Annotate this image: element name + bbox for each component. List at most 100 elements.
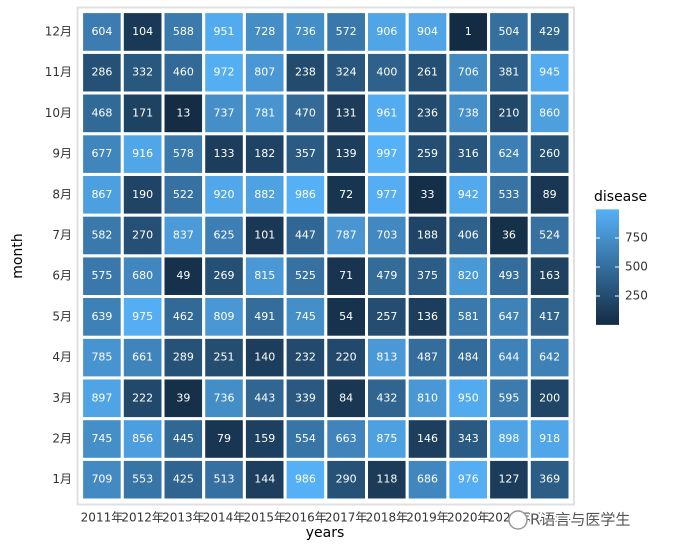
tile <box>405 376 450 421</box>
value-label: 144 <box>254 473 275 486</box>
tile <box>527 91 572 136</box>
value-label: 104 <box>132 25 153 38</box>
tile <box>202 213 246 258</box>
value-label: 781 <box>254 106 275 119</box>
value-label: 906 <box>376 25 397 38</box>
value-label: 289 <box>173 351 194 364</box>
value-label: 79 <box>217 432 231 445</box>
value-label: 487 <box>417 351 438 364</box>
watermark-icon <box>508 510 528 530</box>
value-label: 257 <box>376 310 397 323</box>
value-label: 986 <box>295 473 316 486</box>
value-label: 84 <box>339 391 353 404</box>
value-label: 443 <box>254 391 275 404</box>
value-label: 813 <box>376 351 397 364</box>
y-tick-label: 4月 <box>52 350 72 364</box>
tile <box>365 132 409 176</box>
tile <box>120 213 165 258</box>
value-label: 875 <box>376 432 397 445</box>
value-label: 182 <box>254 147 275 160</box>
value-label: 369 <box>539 473 560 486</box>
legend-tick-label: 250 <box>625 289 648 303</box>
value-label: 738 <box>458 106 479 119</box>
y-tick-label: 5月 <box>52 309 72 323</box>
value-label: 581 <box>458 310 479 323</box>
tile <box>283 10 328 54</box>
value-label: 809 <box>214 310 235 323</box>
value-label: 238 <box>295 66 316 79</box>
value-label: 324 <box>336 66 357 79</box>
value-label: 159 <box>254 432 275 445</box>
tile <box>283 132 328 176</box>
tile <box>487 295 531 339</box>
tile <box>120 417 165 461</box>
value-label: 642 <box>539 351 560 364</box>
tile <box>487 457 531 502</box>
tile <box>202 417 246 461</box>
tile <box>527 254 572 299</box>
value-label: 524 <box>539 228 560 241</box>
value-label: 736 <box>295 25 316 38</box>
value-label: 975 <box>132 310 153 323</box>
value-label: 491 <box>254 310 275 323</box>
value-label: 210 <box>498 106 519 119</box>
tile <box>242 213 287 258</box>
value-label: 445 <box>173 432 194 445</box>
tile <box>365 91 409 136</box>
value-label: 904 <box>417 25 438 38</box>
value-label: 468 <box>91 106 112 119</box>
value-label: 33 <box>421 188 435 201</box>
x-tick-label: 2016年 <box>284 511 327 525</box>
y-tick-label: 8月 <box>52 187 72 201</box>
watermark-text: R语言与医学生 <box>530 511 630 529</box>
y-tick-label: 9月 <box>52 147 72 161</box>
value-label: 232 <box>295 351 316 364</box>
tile <box>283 91 328 136</box>
value-label: 942 <box>458 188 479 201</box>
value-label: 680 <box>132 269 153 282</box>
y-tick-label: 2月 <box>52 431 72 445</box>
value-label: 316 <box>458 147 479 160</box>
x-tick-label: 2022年 <box>528 511 571 525</box>
value-label: 624 <box>498 147 519 160</box>
value-label: 54 <box>339 310 353 323</box>
value-label: 647 <box>498 310 519 323</box>
value-label: 572 <box>336 25 357 38</box>
value-label: 261 <box>417 66 438 79</box>
value-label: 686 <box>417 473 438 486</box>
value-label: 898 <box>498 432 519 445</box>
x-tick-label: 2011年 <box>81 511 124 525</box>
y-tick-label: 1月 <box>52 472 72 486</box>
tile <box>120 50 165 95</box>
value-label: 728 <box>254 25 275 38</box>
tile <box>283 335 328 380</box>
value-label: 986 <box>295 188 316 201</box>
value-label: 661 <box>132 351 153 364</box>
value-label: 950 <box>458 391 479 404</box>
x-tick-label: 2017年 <box>325 511 368 525</box>
y-axis-title: month <box>10 233 26 278</box>
value-label: 897 <box>91 391 112 404</box>
tile <box>446 295 491 339</box>
tile <box>527 10 572 54</box>
value-label: 89 <box>543 188 557 201</box>
value-label: 462 <box>173 310 194 323</box>
x-tick-label: 2019年 <box>406 511 449 525</box>
tile <box>242 417 287 461</box>
value-label: 639 <box>91 310 112 323</box>
value-label: 815 <box>254 269 275 282</box>
value-label: 470 <box>295 106 316 119</box>
tile <box>365 457 409 502</box>
value-label: 737 <box>214 106 235 119</box>
value-label: 961 <box>376 106 397 119</box>
x-tick-label: 2018年 <box>366 511 409 525</box>
tile <box>120 335 165 380</box>
value-label: 920 <box>214 188 235 201</box>
value-label: 820 <box>458 269 479 282</box>
value-label: 127 <box>498 473 519 486</box>
value-label: 406 <box>458 228 479 241</box>
value-label: 575 <box>91 269 112 282</box>
legend-title: disease <box>594 189 647 205</box>
value-label: 578 <box>173 147 194 160</box>
